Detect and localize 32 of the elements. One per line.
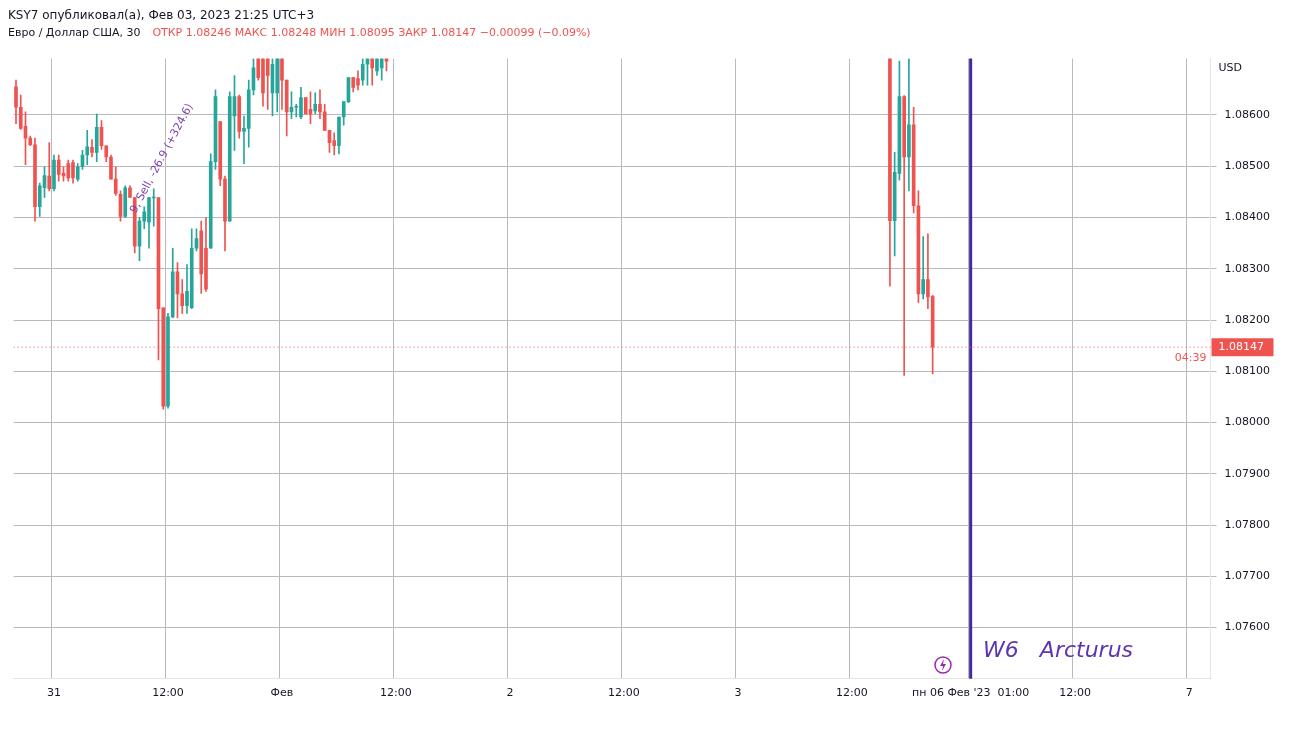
x-tick-label: 12:00 (608, 686, 640, 700)
y-tick-label: 1.07600 (1224, 620, 1271, 634)
y-tick-label: 1.08600 (1224, 107, 1271, 121)
y-axis-title: USD (1218, 60, 1243, 74)
x-tick-label: 3 (734, 686, 742, 700)
x-tick-label: 2 (506, 686, 514, 700)
y-tick-label: 1.08500 (1224, 159, 1271, 173)
candlestick (85, 130, 90, 166)
x-tick-label: 7 (1185, 686, 1193, 700)
ref-line-label: 1.08147 (1218, 340, 1265, 354)
y-tick-label: 1.08400 (1224, 210, 1271, 224)
x-tick-label: 31 (47, 686, 61, 700)
chart-title: Евро / Доллар США, 30 (8, 26, 141, 39)
candlestick (921, 236, 925, 300)
x-tick-label: 12:00 (152, 686, 184, 700)
annotation: W6 Arcturus (983, 637, 1134, 663)
candlestick (907, 58, 911, 192)
y-tick-label: 1.08300 (1224, 261, 1271, 275)
x-tick-label: пн 06 Фев '23 01:00 (912, 686, 1030, 700)
y-tick-label: 1.07900 (1224, 466, 1271, 480)
y-tick-label: 1.08200 (1224, 312, 1271, 326)
y-tick-label: 1.08100 (1224, 364, 1271, 378)
x-tick-label: 12:00 (1059, 686, 1091, 700)
y-tick-label: 1.08000 (1224, 415, 1271, 429)
x-tick-label: Фев (270, 686, 294, 700)
annotation: 04:39 (1174, 351, 1207, 365)
y-tick-label: 1.07700 (1224, 569, 1271, 583)
x-tick-label: 12:00 (380, 686, 412, 700)
chart-subtitle: ОТКР 1.08246 МАКС 1.08248 МИН 1.08095 ЗАКР 1.08147 −0.00099 (−0.09%) (152, 26, 591, 39)
x-tick-label: 12:00 (836, 686, 868, 700)
y-tick-label: 1.07800 (1224, 517, 1271, 531)
text: KSY7 опубликовал(а), Фев 03, 2023 21:25 UTC+3 (8, 8, 316, 24)
